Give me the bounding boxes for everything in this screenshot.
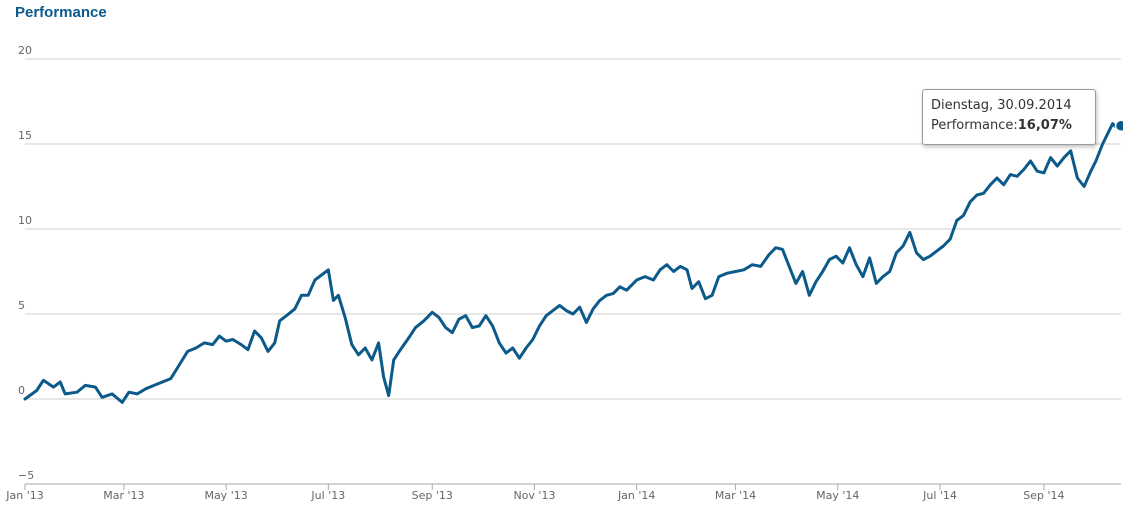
series-line (23, 122, 1123, 404)
tooltip-row: Performance:16,07% (931, 116, 1087, 136)
x-tick-label: May '14 (816, 489, 859, 502)
tooltip: Dienstag, 30.09.2014 Performance:16,07% (922, 89, 1096, 145)
tooltip-value: 16,07% (1017, 118, 1072, 133)
x-tick-label: Mar '13 (103, 489, 144, 502)
y-tick-label: 0 (18, 384, 25, 397)
y-tick-label: 20 (18, 44, 32, 57)
y-tick-label: 15 (18, 129, 32, 142)
highlight-marker (1114, 119, 1123, 133)
x-tick-label: Jan '13 (5, 489, 43, 502)
y-axis-labels: −5 0 5 10 15 20 (18, 44, 34, 482)
series (23, 119, 1123, 404)
x-tick-label: Nov '13 (513, 489, 555, 502)
y-tick-label: −5 (18, 469, 34, 482)
x-tick-label: Sep '13 (412, 489, 453, 502)
tooltip-label: Performance: (931, 118, 1018, 133)
tooltip-date: Dienstag, 30.09.2014 (931, 98, 1072, 113)
x-tick-label: Mar '14 (715, 489, 756, 502)
x-tick-label: Jan '14 (617, 489, 655, 502)
x-tick-label: Sep '14 (1023, 489, 1064, 502)
y-tick-label: 5 (18, 299, 25, 312)
x-tick-label: Jul '14 (922, 489, 957, 502)
y-tick-label: 10 (18, 214, 32, 227)
x-tick-label: May '13 (204, 489, 247, 502)
x-axis: Jan '13 Mar '13 May '13 Jul '13 Sep '13 Nov '… (5, 483, 1121, 502)
chart-title: Performance (15, 4, 107, 21)
x-tick-label: Jul '13 (310, 489, 345, 502)
